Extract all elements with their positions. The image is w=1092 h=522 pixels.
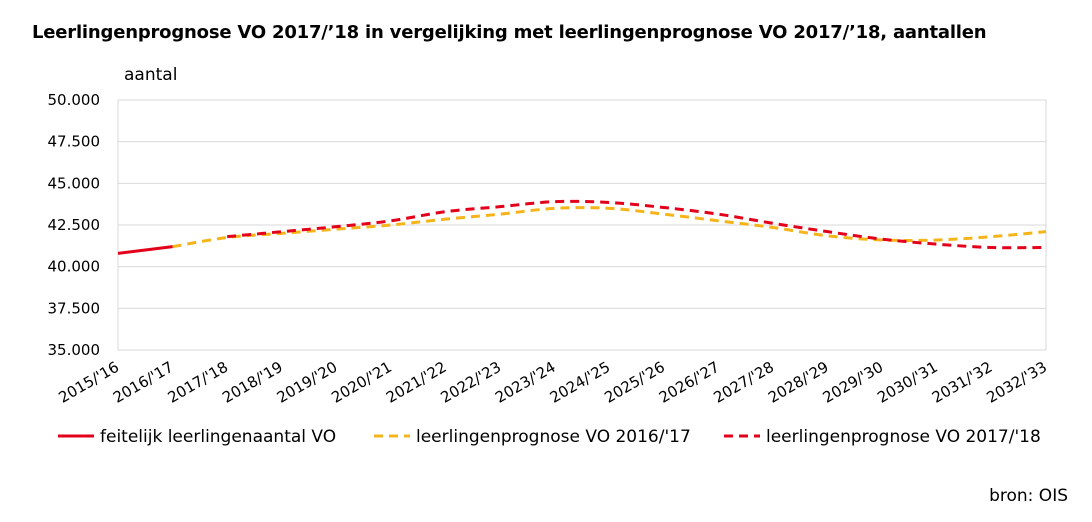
y-tick-label: 47.500 xyxy=(48,133,101,151)
x-tick-label: 2030/'31 xyxy=(874,358,941,407)
x-tick-label: 2017/'18 xyxy=(165,358,232,407)
x-tick-label: 2022/'23 xyxy=(438,358,505,407)
legend-label-2: leerlingenprognose VO 2017/'18 xyxy=(766,427,1041,447)
y-tick-label: 35.000 xyxy=(48,341,101,359)
x-tick-label: 2031/'32 xyxy=(929,358,996,407)
x-tick-label: 2024/'25 xyxy=(547,358,614,407)
y-tick-label: 50.000 xyxy=(48,91,101,109)
source-note: bron: OIS xyxy=(989,486,1068,506)
x-tick-label: 2025/'26 xyxy=(601,358,668,407)
y-tick-label: 42.500 xyxy=(48,216,101,234)
x-tick-label: 2019/'20 xyxy=(274,358,341,407)
x-tick-label: 2028/'29 xyxy=(765,358,832,407)
x-tick-label: 2029/'30 xyxy=(820,358,887,407)
x-tick-label: 2023/'24 xyxy=(492,358,559,407)
series-line-1 xyxy=(172,206,1047,249)
legend-label-1: leerlingenprognose VO 2016/'17 xyxy=(416,427,691,447)
y-tick-label: 45.000 xyxy=(48,174,101,192)
x-tick-label: 2018/'19 xyxy=(219,358,286,407)
line-chart: aantal 35.000 37.500 40.000 42.500 45.000 47.… xyxy=(48,65,1051,447)
x-tick-label: 2026/'27 xyxy=(656,358,723,407)
series-line-2 xyxy=(227,199,1047,250)
x-tick-label: 2021/'22 xyxy=(383,358,450,407)
y-tick-label: 40.000 xyxy=(48,258,101,276)
chart-title: Leerlingenprognose VO 2017/’18 in vergel… xyxy=(32,22,987,43)
legend-label-0: feitelijk leerlingenaantal VO xyxy=(100,427,336,447)
x-tick-label: 2027/'28 xyxy=(711,358,778,407)
x-tick-label: 2015/'16 xyxy=(55,358,122,407)
y-tick-label: 37.500 xyxy=(48,299,101,317)
x-tick-label: 2020/'21 xyxy=(328,358,395,407)
y-axis-label: aantal xyxy=(124,65,177,85)
x-tick-label: 2016/'17 xyxy=(110,358,177,407)
series-line-0 xyxy=(117,245,173,255)
x-tick-label: 2032/'33 xyxy=(983,358,1050,407)
